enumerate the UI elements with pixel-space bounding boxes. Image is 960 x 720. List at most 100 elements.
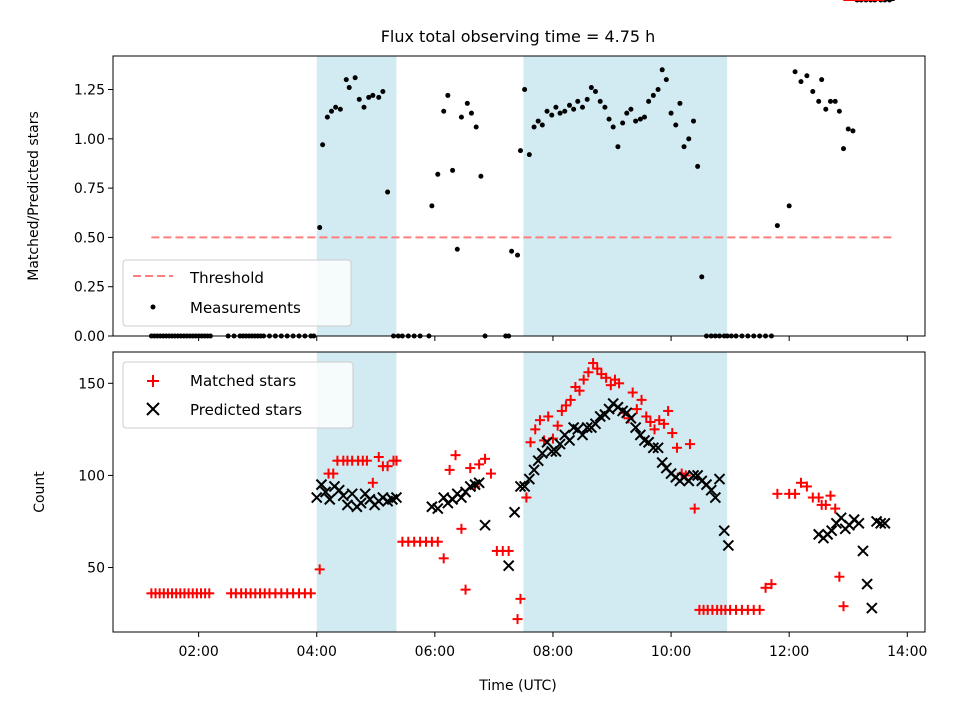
measurement-point bbox=[544, 108, 550, 114]
measurement-point bbox=[668, 110, 674, 116]
matched-star-point bbox=[631, 404, 642, 415]
predicted-star-point bbox=[589, 418, 602, 430]
measurement-point bbox=[699, 274, 705, 280]
matched-star-point bbox=[614, 378, 625, 389]
predicted-star-point bbox=[355, 497, 367, 509]
predicted-star-point bbox=[541, 436, 553, 448]
matched-star-point bbox=[367, 477, 378, 488]
measurement-point bbox=[337, 106, 343, 112]
x-tick-label: 14:00 bbox=[887, 644, 927, 660]
top-legend-box bbox=[122, 259, 352, 327]
measurement-point bbox=[333, 104, 339, 110]
predicted-star-point bbox=[718, 524, 730, 537]
measurement-point bbox=[458, 114, 464, 120]
matched-star-point bbox=[432, 536, 443, 547]
top-axes-frame bbox=[112, 55, 926, 337]
matched-star-point bbox=[834, 571, 845, 582]
predicted-star-point bbox=[473, 477, 485, 489]
bot-y-tick-label: 150 bbox=[78, 376, 105, 392]
bottom-y-axis-label: Count bbox=[32, 471, 48, 513]
matched-star-point bbox=[543, 411, 554, 422]
predicted-star-point bbox=[523, 473, 536, 485]
predicted-star-point bbox=[625, 412, 637, 425]
measurement-point bbox=[624, 110, 630, 116]
measurement-point bbox=[441, 108, 447, 114]
measurement-point bbox=[804, 73, 810, 79]
predicted-star-point bbox=[709, 491, 722, 504]
matched-star-point bbox=[645, 417, 656, 427]
matched-star-point bbox=[328, 468, 339, 479]
measurement-point bbox=[317, 225, 323, 231]
measurement-point bbox=[356, 96, 362, 102]
top-observing-window-1 bbox=[523, 56, 728, 336]
matched-star-point bbox=[588, 358, 599, 369]
bottom-legend-box bbox=[122, 361, 354, 429]
measurement-point bbox=[346, 85, 352, 91]
matched-star-point bbox=[512, 614, 523, 625]
matched-star-point bbox=[825, 490, 836, 501]
predicted-star-point bbox=[518, 480, 531, 493]
predicted-star-point bbox=[875, 517, 887, 530]
measurement-point bbox=[681, 144, 687, 150]
matched-star-point bbox=[444, 464, 455, 475]
measurement-point bbox=[352, 75, 358, 81]
matched-star-point bbox=[485, 468, 496, 479]
predicted-star-point bbox=[687, 469, 700, 482]
measurement-point bbox=[361, 104, 367, 110]
measurement-point bbox=[610, 124, 616, 130]
matched-star-point bbox=[601, 372, 612, 383]
top-y-tick-label: 1.25 bbox=[74, 83, 105, 99]
measurement-point bbox=[597, 98, 603, 104]
measurement-point bbox=[774, 223, 780, 229]
measurement-point bbox=[464, 100, 470, 106]
measurement-point bbox=[663, 77, 669, 83]
measurement-point bbox=[468, 110, 474, 116]
matched-star-point bbox=[766, 579, 777, 590]
legend-predicted-label: Predicted stars bbox=[190, 401, 302, 419]
x-axis-label: Time (UTC) bbox=[478, 678, 556, 694]
measurement-point bbox=[539, 122, 545, 128]
predicted-star-point bbox=[861, 578, 873, 590]
matched-star-point bbox=[754, 604, 765, 615]
measurement-point bbox=[566, 102, 572, 108]
matched-star-point bbox=[552, 420, 563, 431]
matched-star-point bbox=[820, 499, 831, 510]
measurement-point bbox=[615, 144, 621, 150]
predicted-star-point bbox=[866, 602, 878, 614]
bottom-legend: Matched stars Predicted stars bbox=[122, 361, 354, 429]
bottom-panel: 50 100 150 02:00 04:00 06:00 08:00 10:00 12:00 1… bbox=[32, 0, 927, 694]
legend-threshold-label: Threshold bbox=[189, 269, 264, 287]
top-y-tick-label: 0.25 bbox=[74, 280, 105, 296]
matched-star-point bbox=[565, 394, 576, 405]
matched-star-point bbox=[667, 428, 678, 439]
top-legend: Threshold Measurements bbox=[122, 259, 352, 327]
measurement-point bbox=[845, 126, 851, 132]
legend-measurements-swatch bbox=[150, 304, 156, 310]
matched-star-point bbox=[830, 503, 841, 514]
matched-star-point bbox=[583, 367, 594, 378]
measurement-point bbox=[584, 96, 590, 102]
matched-star-point bbox=[790, 488, 801, 499]
matched-star-point bbox=[574, 385, 585, 396]
x-tick-label: 04:00 bbox=[297, 644, 337, 660]
matched-star-point bbox=[438, 553, 449, 564]
matched-star-point bbox=[474, 459, 485, 470]
measurement-point bbox=[324, 114, 330, 120]
measurement-point bbox=[549, 112, 555, 118]
bottom-axes-frame bbox=[112, 351, 926, 633]
top-y-tick-label: 1.00 bbox=[74, 132, 105, 148]
measurement-point bbox=[571, 106, 577, 112]
matched-star-point bbox=[592, 363, 603, 374]
measurement-point bbox=[637, 116, 643, 122]
matched-star-point bbox=[503, 545, 514, 556]
predicted-star-point bbox=[341, 499, 354, 511]
measurement-point bbox=[509, 248, 515, 254]
predicted-star-point bbox=[581, 421, 593, 434]
measurement-point bbox=[650, 92, 656, 98]
measurement-point bbox=[376, 94, 382, 100]
matched-star-point bbox=[515, 593, 526, 604]
matched-star-point bbox=[838, 601, 849, 612]
measurement-point bbox=[329, 108, 335, 114]
matched-star-point bbox=[521, 492, 532, 503]
x-tick-label: 02:00 bbox=[178, 644, 218, 660]
